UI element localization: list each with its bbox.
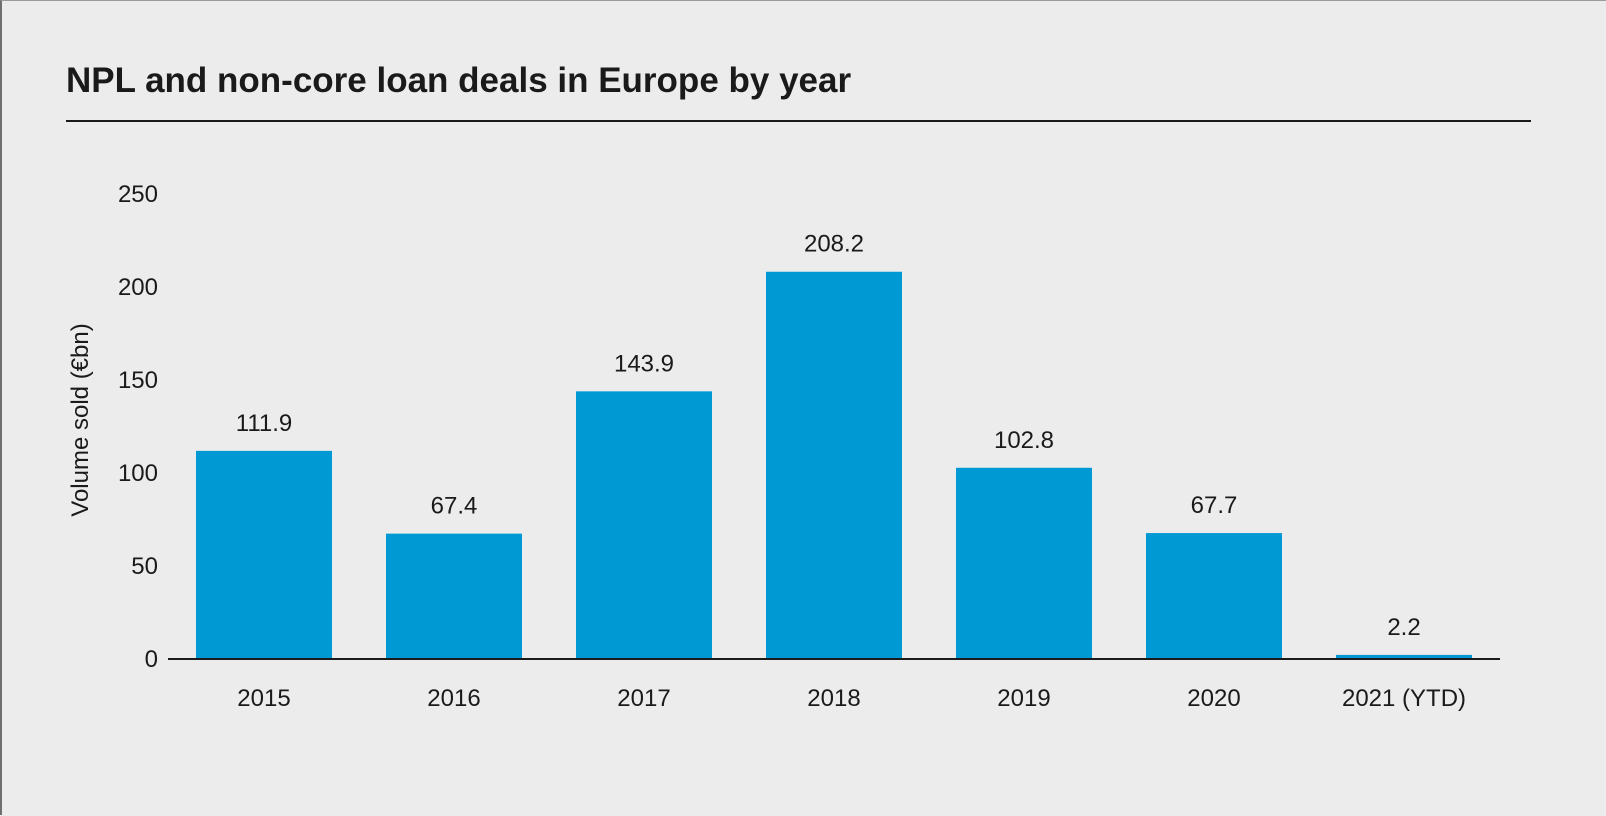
bar-2017 [576,391,712,659]
x-tick-label: 2021 (YTD) [1342,685,1466,712]
bar-value-label: 111.9 [236,410,293,437]
bar-2019 [956,467,1092,659]
x-tick-label: 2020 [1187,685,1240,712]
x-tick-label: 2015 [237,685,290,712]
x-tick-label: 2017 [617,685,670,712]
bar-2020 [1146,533,1282,659]
bar-value-label: 102.8 [994,427,1054,454]
chart-title: NPL and non-core loan deals in Europe by… [66,61,852,100]
x-axis-ticks: 2015 2016 2017 2018 2019 2020 2021 (YTD) [237,685,1466,712]
bar-2015 [196,450,332,659]
bar-2021-ytd [1336,654,1472,659]
bars [196,271,1472,659]
bar-value-label: 208.2 [804,231,864,258]
y-tick-label: 150 [118,367,158,394]
title-divider [66,120,1531,122]
bar-2018 [766,271,902,659]
y-tick-label: 50 [131,553,158,580]
y-tick-label: 250 [118,181,158,208]
y-tick-label: 100 [118,460,158,487]
bar-value-label: 143.9 [614,350,674,377]
y-axis-ticks: 0 50 100 150 200 250 [118,181,158,673]
y-tick-label: 0 [145,646,158,673]
bar-value-label: 2.2 [1387,614,1420,641]
x-tick-label: 2016 [427,685,480,712]
bar-value-label: 67.7 [1191,492,1238,519]
x-tick-label: 2018 [807,685,860,712]
data-labels: 111.9 67.4 143.9 208.2 102.8 67.7 2.2 [236,231,1421,641]
bar-2016 [386,533,522,659]
x-tick-label: 2019 [997,685,1050,712]
bar-value-label: 67.4 [431,493,478,520]
y-axis-label: Volume sold (€bn) [67,323,94,516]
y-tick-label: 200 [118,274,158,301]
